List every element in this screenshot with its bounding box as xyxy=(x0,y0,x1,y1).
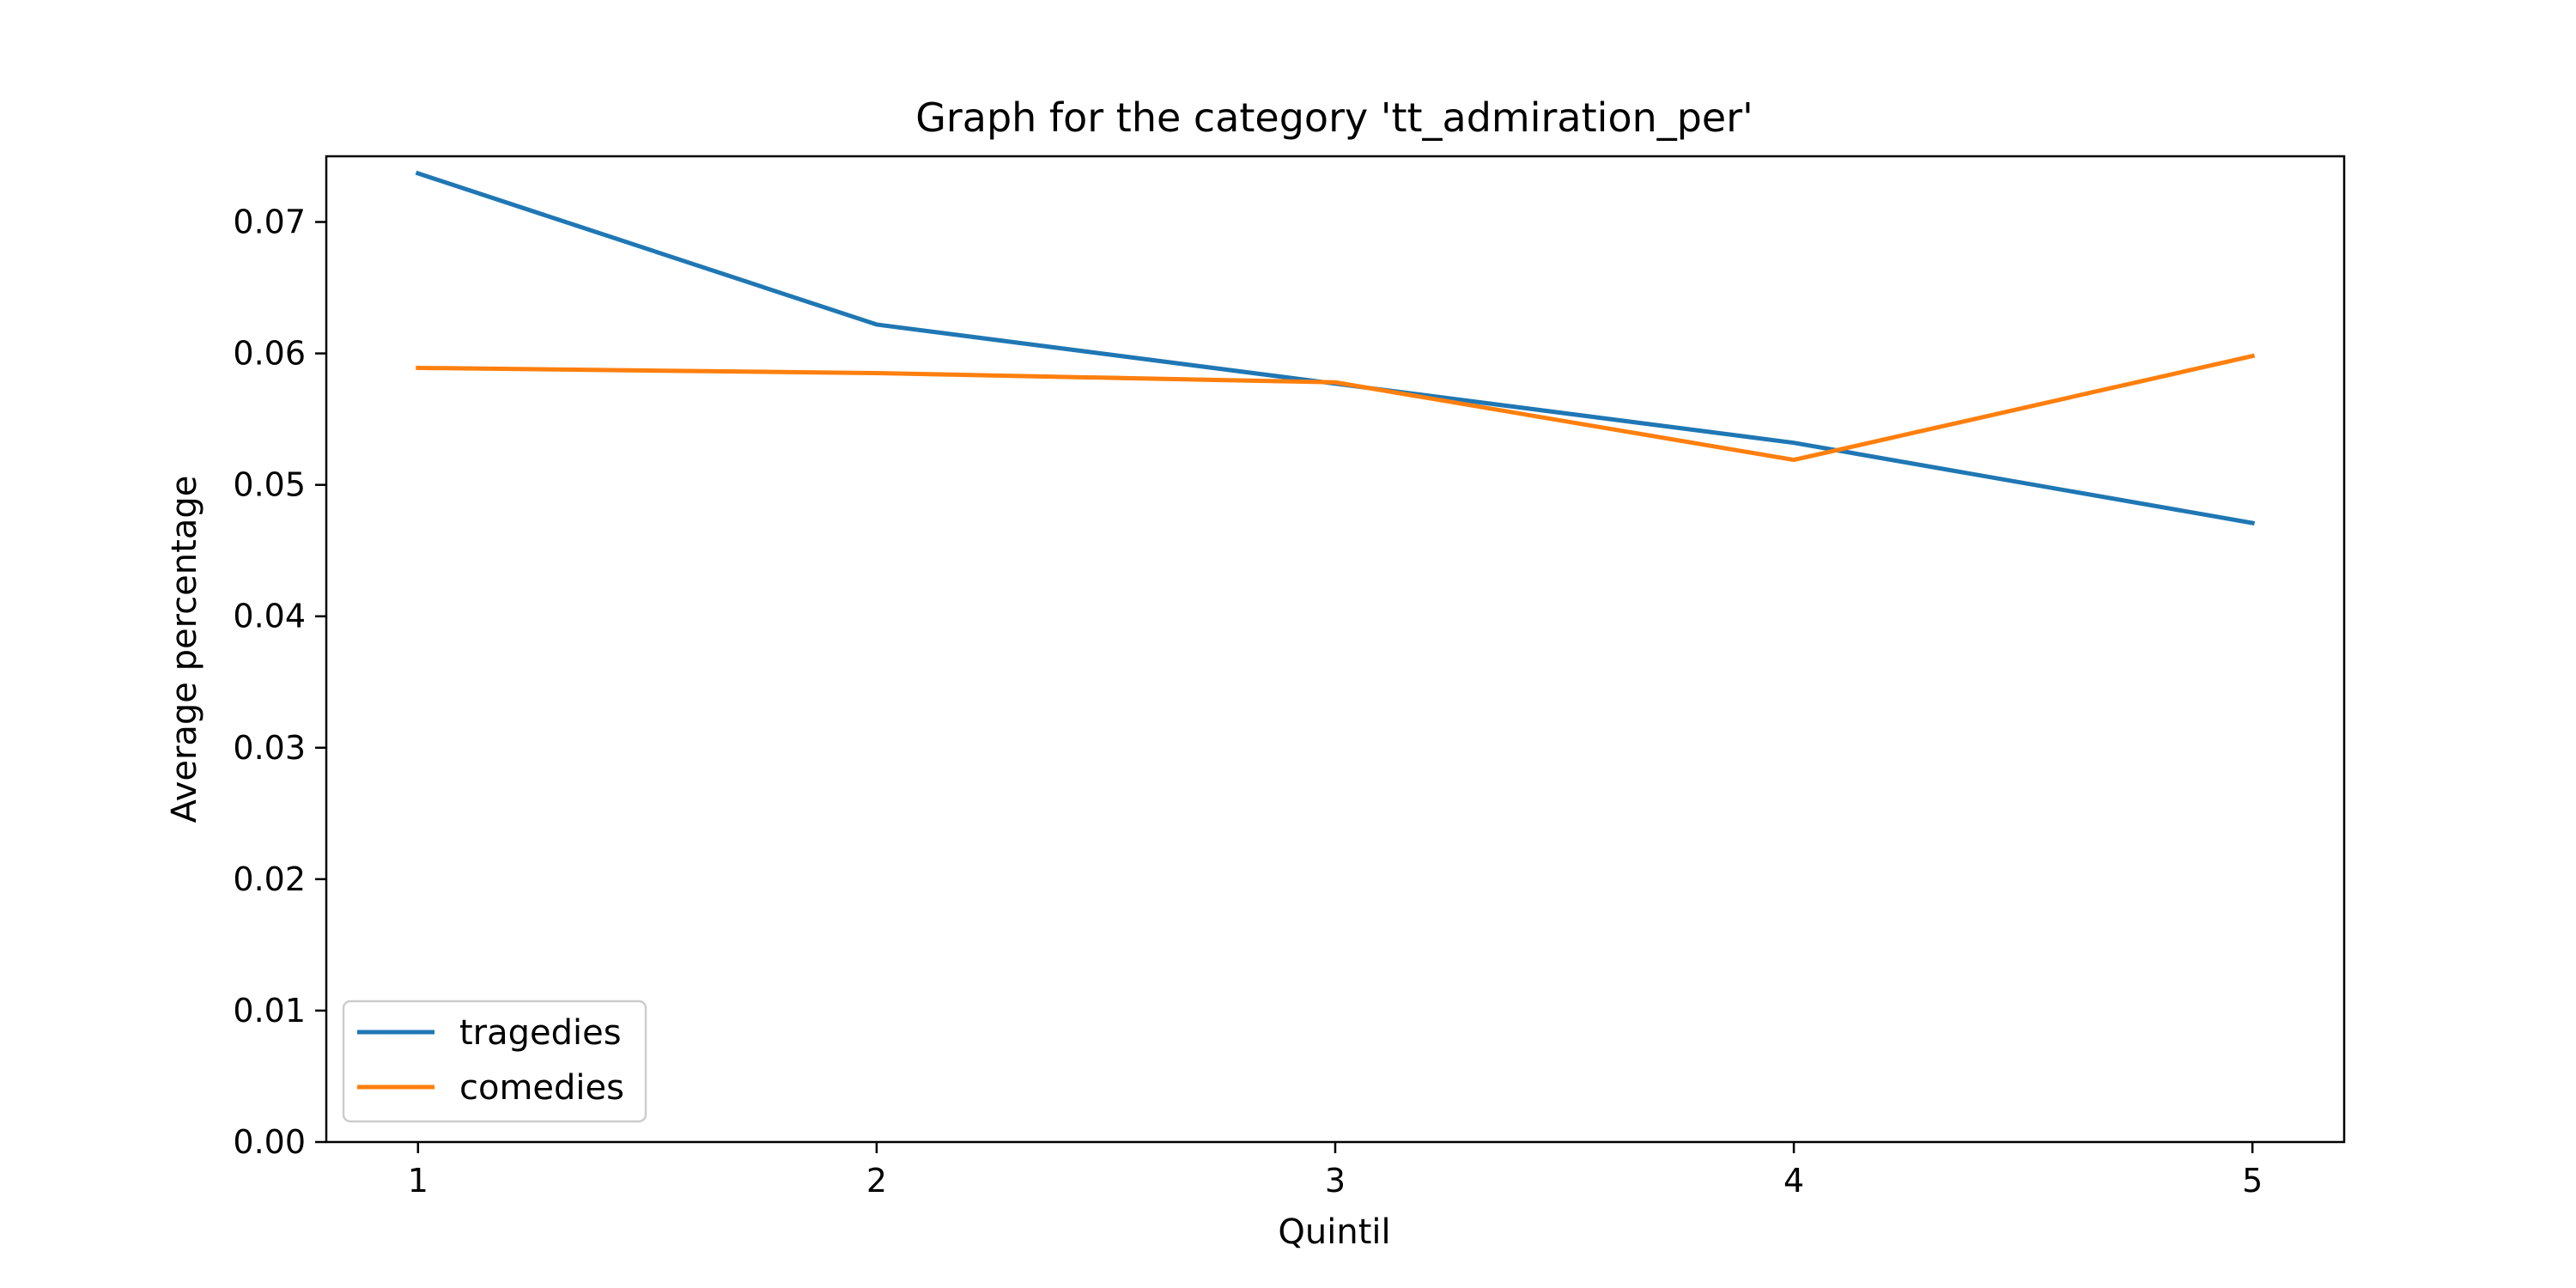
x-tick-label: 1 xyxy=(408,1162,428,1200)
y-tick-label: 0.00 xyxy=(233,1123,306,1161)
x-tick-label: 4 xyxy=(1783,1162,1804,1200)
series-line-tragedies xyxy=(415,170,2256,526)
y-tick-label: 0.03 xyxy=(233,729,306,767)
y-tick-label: 0.04 xyxy=(233,598,306,635)
y-tick-label: 0.06 xyxy=(233,335,306,373)
legend-label-tragedies: tragedies xyxy=(459,1013,622,1053)
y-tick-label: 0.01 xyxy=(233,992,306,1030)
x-tick-label: 3 xyxy=(1325,1162,1346,1200)
legend: tragedies comedies xyxy=(342,999,647,1123)
y-tick-label: 0.02 xyxy=(233,860,306,898)
x-axis-label: Quintil xyxy=(1278,1212,1390,1252)
series-layer xyxy=(415,170,2256,526)
y-axis-label: Average percentage xyxy=(165,476,204,823)
y-tick-label: 0.05 xyxy=(233,466,306,504)
y-tick-label: 0.07 xyxy=(233,204,306,241)
x-tick-label: 2 xyxy=(866,1162,887,1200)
y-axis-ticks: 0.00 0.01 0.02 0.03 0.04 0.05 0.06 0.07 xyxy=(233,204,326,1161)
chart-title: Graph for the category 'tt_admiration_pe… xyxy=(915,94,1753,141)
x-tick-label: 5 xyxy=(2242,1162,2263,1200)
plot-frame xyxy=(325,155,2346,1144)
legend-label-comedies: comedies xyxy=(459,1068,624,1108)
x-axis-ticks: 1 2 3 4 5 xyxy=(408,1142,2263,1200)
series-line-comedies xyxy=(416,353,2256,463)
